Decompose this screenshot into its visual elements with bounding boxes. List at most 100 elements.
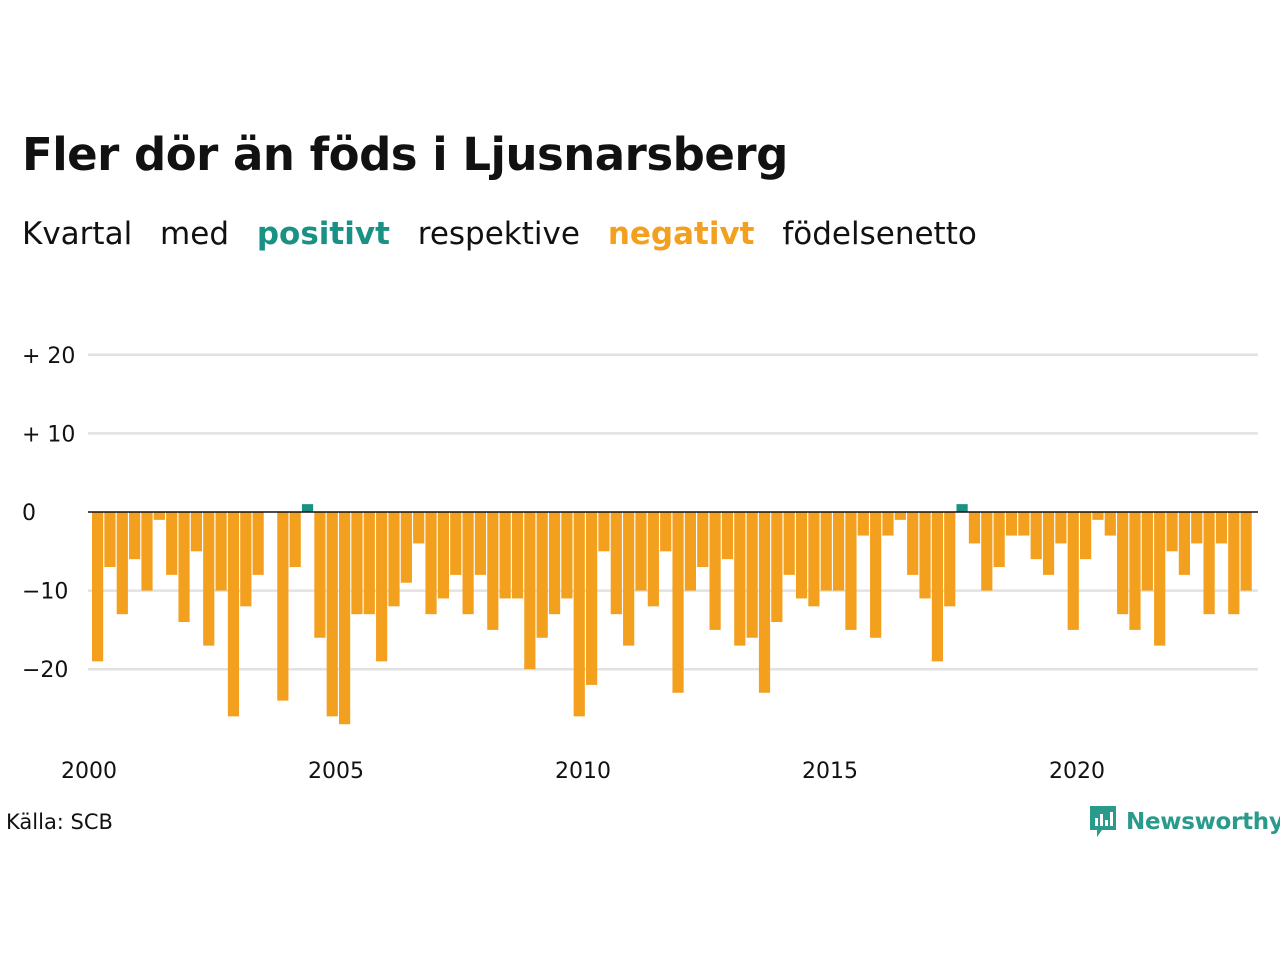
bar bbox=[1154, 512, 1166, 646]
bar bbox=[771, 512, 783, 623]
bar bbox=[697, 512, 709, 568]
bar bbox=[598, 512, 610, 552]
subtitle-word: Kvartal bbox=[22, 216, 133, 252]
bar bbox=[894, 512, 906, 520]
bar bbox=[1178, 512, 1190, 575]
bar bbox=[178, 512, 190, 623]
x-tick-label: 2000 bbox=[61, 759, 117, 784]
bar bbox=[1191, 512, 1203, 544]
bar bbox=[215, 512, 227, 591]
bar bbox=[104, 512, 116, 568]
newsworthy-chart-icon bbox=[1090, 806, 1116, 837]
bar bbox=[524, 512, 536, 670]
bar bbox=[190, 512, 202, 552]
bar bbox=[746, 512, 758, 638]
bar bbox=[1080, 512, 1092, 560]
bar bbox=[548, 512, 561, 615]
bar bbox=[857, 512, 869, 536]
bar bbox=[252, 512, 264, 575]
bar bbox=[203, 512, 215, 646]
bar bbox=[536, 512, 548, 638]
bar bbox=[376, 512, 388, 662]
bar bbox=[462, 512, 474, 615]
source-note: Källa: SCB bbox=[6, 810, 113, 834]
bar bbox=[845, 512, 857, 630]
bar bbox=[931, 512, 943, 662]
bar bbox=[339, 512, 351, 725]
bar bbox=[129, 512, 141, 560]
bar bbox=[944, 512, 956, 607]
x-tick-label: 2015 bbox=[802, 759, 858, 784]
bar bbox=[1092, 512, 1104, 520]
bar bbox=[227, 512, 240, 717]
bar bbox=[450, 512, 462, 575]
subtitle-positive: positivt bbox=[256, 216, 390, 252]
bar bbox=[882, 512, 894, 536]
bar bbox=[1141, 512, 1153, 591]
bar bbox=[833, 512, 845, 591]
bar bbox=[1203, 512, 1215, 615]
bar bbox=[388, 512, 400, 607]
x-tick-label: 2010 bbox=[555, 759, 611, 784]
bar bbox=[795, 512, 808, 599]
bar bbox=[351, 512, 363, 615]
bar bbox=[499, 512, 511, 599]
subtitle-negative: negativt bbox=[607, 216, 755, 252]
bar bbox=[1228, 512, 1240, 615]
bar bbox=[153, 512, 165, 520]
subtitle-word: födelsenetto bbox=[782, 216, 977, 252]
bar bbox=[1030, 512, 1042, 560]
bar bbox=[1067, 512, 1079, 630]
bar bbox=[166, 512, 178, 575]
bar bbox=[240, 512, 252, 607]
bar bbox=[783, 512, 795, 575]
x-tick-label: 2020 bbox=[1049, 759, 1105, 784]
bar bbox=[721, 512, 734, 560]
bar bbox=[326, 512, 338, 717]
y-tick-label: 0 bbox=[22, 501, 36, 526]
bar bbox=[425, 512, 437, 615]
y-tick-label: + 20 bbox=[22, 344, 75, 369]
bar bbox=[981, 512, 993, 591]
bar bbox=[413, 512, 425, 544]
x-tick-label: 2005 bbox=[308, 759, 364, 784]
bar bbox=[623, 512, 635, 646]
bar bbox=[116, 512, 128, 615]
bar bbox=[277, 512, 289, 701]
bar bbox=[487, 512, 499, 630]
bar bbox=[758, 512, 771, 693]
bar bbox=[1104, 512, 1116, 536]
bar bbox=[363, 512, 375, 615]
bar bbox=[1055, 512, 1067, 544]
chart-subtitle: Kvartal med positivt respektive negativt… bbox=[22, 216, 995, 252]
y-tick-label: + 10 bbox=[22, 422, 75, 447]
bar bbox=[660, 512, 672, 552]
bar bbox=[1018, 512, 1030, 536]
bar bbox=[956, 504, 968, 512]
bar bbox=[647, 512, 659, 607]
bar-chart: + 20 + 10 0 −10 −20 2000 2005 2010 2015 2020 bbox=[22, 344, 1258, 784]
bar bbox=[437, 512, 449, 599]
bar bbox=[1005, 512, 1018, 536]
bar bbox=[314, 512, 326, 638]
bar bbox=[141, 512, 153, 591]
y-tick-label: −20 bbox=[22, 658, 68, 683]
brand-name: Newsworthy bbox=[1126, 809, 1280, 835]
bar bbox=[586, 512, 598, 685]
bar bbox=[1215, 512, 1228, 544]
y-tick-label: −10 bbox=[22, 580, 68, 605]
subtitle-word: respektive bbox=[417, 216, 580, 252]
bar bbox=[301, 504, 314, 512]
bar bbox=[808, 512, 820, 607]
bar bbox=[968, 512, 981, 544]
bar bbox=[635, 512, 647, 591]
bar bbox=[1129, 512, 1141, 630]
bar bbox=[474, 512, 487, 575]
chart-title: Fler dör än föds i Ljusnarsberg bbox=[22, 128, 788, 181]
bar bbox=[1240, 512, 1252, 591]
bar bbox=[561, 512, 573, 599]
bar bbox=[993, 512, 1005, 568]
bar bbox=[870, 512, 882, 638]
bar bbox=[1117, 512, 1129, 615]
bar bbox=[92, 512, 104, 662]
